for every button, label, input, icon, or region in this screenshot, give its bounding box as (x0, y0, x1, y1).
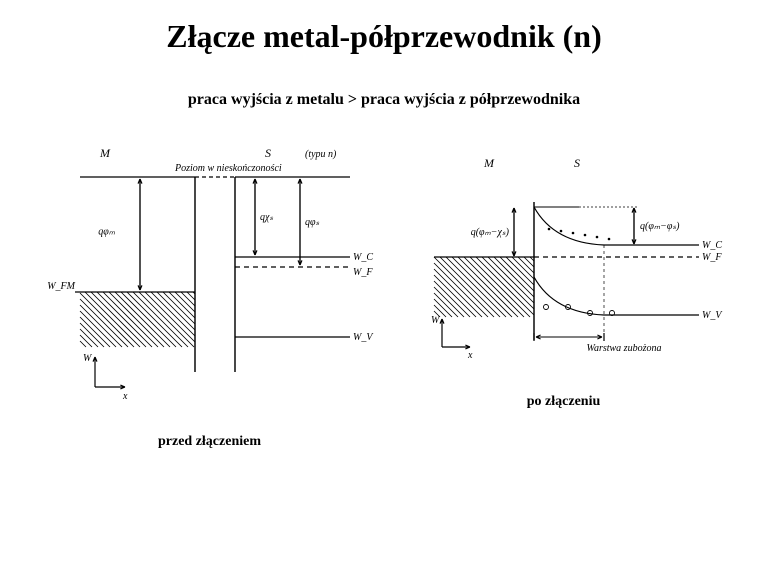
svg-text:S: S (574, 156, 580, 170)
svg-text:q(φₘ−χₛ): q(φₘ−χₛ) (470, 227, 509, 238)
svg-text:Poziom w nieskończoności: Poziom w nieskończoności (174, 163, 282, 174)
svg-text:qχₛ: qχₛ (260, 212, 273, 223)
svg-text:(typu n): (typu n) (305, 149, 337, 160)
svg-text:W: W (83, 353, 93, 364)
svg-text:W_C: W_C (353, 252, 373, 263)
svg-text:W_V: W_V (353, 332, 374, 343)
caption-right: po złączeniu (404, 394, 724, 410)
svg-text:M: M (483, 156, 495, 170)
subtitle: praca wyjścia z metalu > praca wyjścia z… (0, 91, 768, 109)
svg-text:qφₛ: qφₛ (305, 217, 320, 228)
svg-text:x: x (122, 391, 128, 402)
page-title: Złącze metal-półprzewodnik (n) (0, 0, 768, 55)
left-panel: M S (typu n) Poziom w nieskończoności W_FM qφ… (45, 137, 375, 450)
svg-text:W_FM: W_FM (47, 281, 75, 292)
svg-text:W_F: W_F (353, 267, 373, 278)
diagram-after: M S W_FW_C W_V q(φₘ−χₛ) q(φₘ−φₛ) Warstwa zuboż… (404, 137, 724, 377)
diagram-before: M S (typu n) Poziom w nieskończoności W_FM qφ… (45, 137, 375, 417)
svg-text:x: x (467, 350, 473, 361)
right-panel: M S W_FW_C W_V q(φₘ−χₛ) q(φₘ−φₛ) Warstwa zuboż… (404, 137, 724, 450)
svg-text:S: S (265, 146, 271, 160)
svg-text:W_C: W_C (702, 240, 722, 251)
diagram-row: MS(typu n)Poziom w nieskończonościW_FMqφ… (0, 137, 768, 450)
svg-text:qφₘ: qφₘ (98, 227, 116, 238)
svg-text:W_V: W_V (702, 310, 723, 321)
svg-text:M: M (99, 146, 111, 160)
svg-text:W_F: W_F (702, 252, 722, 263)
svg-text:q(φₘ−φₛ): q(φₘ−φₛ) (640, 221, 680, 232)
svg-text:Warstwa zubożona: Warstwa zubożona (586, 343, 661, 354)
caption-left: przed złączeniem (45, 434, 375, 450)
